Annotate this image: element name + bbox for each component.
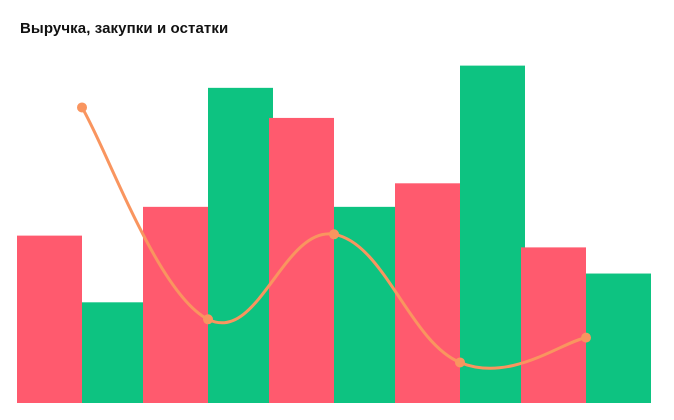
bar-series-2-group-2 — [208, 87, 273, 403]
line-point-3 — [329, 229, 339, 240]
bar-series-1-group-2 — [143, 206, 208, 403]
bar-series-1-group-5 — [521, 247, 586, 403]
bar-series-1-group-1 — [17, 235, 82, 403]
bar-series-1-group-3 — [269, 117, 334, 403]
bar-series-2-group-5 — [586, 273, 651, 403]
line-point-5 — [581, 332, 591, 343]
chart-title: Выручка, закупки и остатки — [20, 20, 229, 37]
line-point-2 — [203, 314, 213, 325]
line-point-4 — [455, 357, 465, 368]
bar-series-2-group-3 — [334, 206, 399, 403]
bar-series-2-group-4 — [460, 65, 525, 403]
bar-series-2-group-1 — [82, 302, 147, 403]
line-series-1 — [80, 105, 588, 370]
bar-series-1-group-4 — [395, 183, 460, 403]
bars-layer — [17, 65, 651, 403]
line-point-1 — [77, 102, 87, 113]
line-layer — [77, 102, 591, 370]
